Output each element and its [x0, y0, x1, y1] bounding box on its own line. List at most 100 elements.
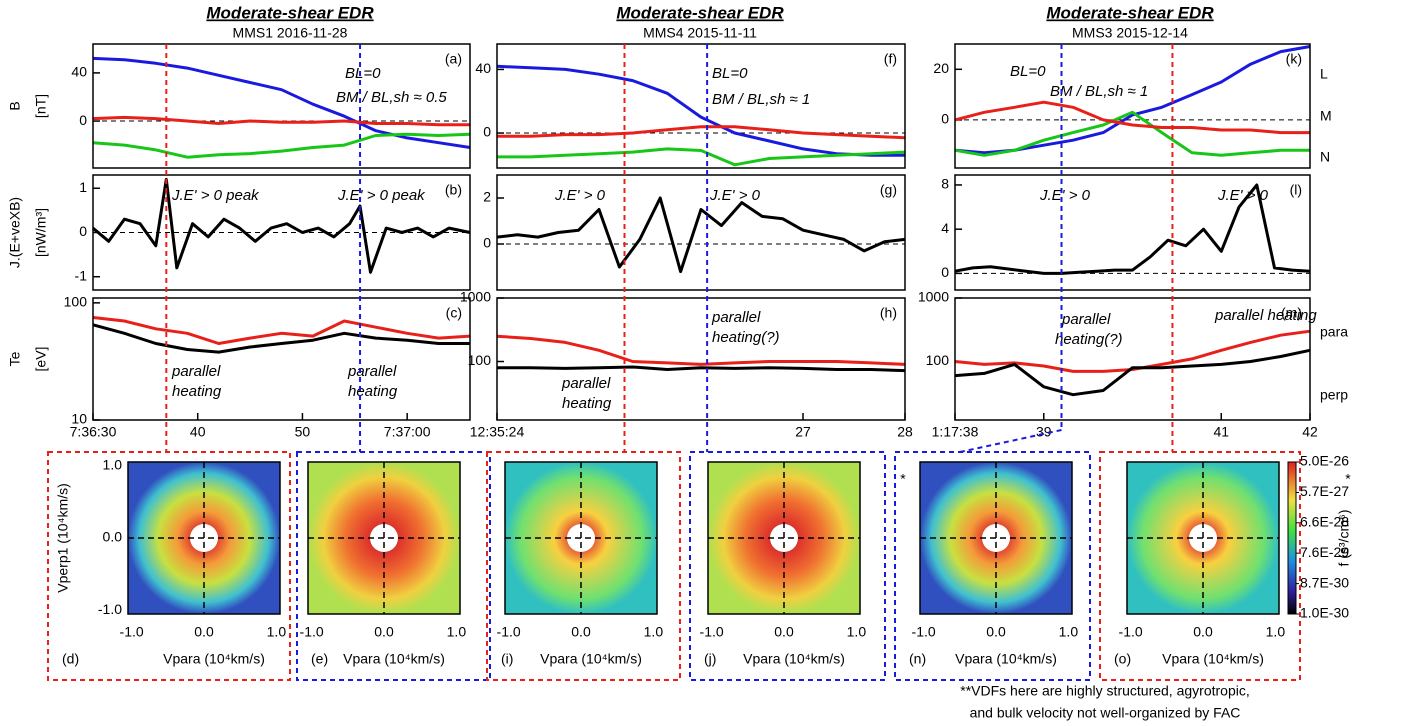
footnote: and bulk velocity not well-organized by … [970, 705, 1241, 721]
y-tick-label: 2 [483, 189, 491, 205]
series-line [92, 177, 471, 274]
series-line [954, 110, 1310, 157]
vdf-x-tick-label: 1.0 [1059, 624, 1079, 640]
column-subtitle: MMS1 2016-11-28 [233, 25, 348, 41]
plot-frame [496, 297, 906, 421]
series-line [92, 115, 470, 127]
panel-label: (g) [880, 182, 897, 198]
series-line [496, 334, 906, 366]
series-line [497, 147, 906, 167]
note-mark: * [900, 471, 906, 487]
vdf-panel-label: (j) [704, 651, 716, 667]
vdf-panel-label: (d) [62, 651, 79, 667]
column-title: Moderate-shear EDR [1046, 3, 1214, 22]
colorbar-tick-label: 6.6E-28 [1300, 513, 1349, 529]
annotation: parallel [171, 363, 221, 380]
plot-frame [954, 174, 1311, 291]
column-subtitle: MMS3 2015-12-14 [1072, 25, 1188, 41]
annotation: parallel heating [1214, 307, 1317, 324]
row-unit: [nW/m³] [33, 208, 49, 257]
x-tick-label: 50 [295, 424, 311, 440]
vdf-x-tick-label: 1.0 [847, 624, 867, 640]
vdf-ylabel: Vperp1 (10⁴km/s) [55, 483, 71, 593]
vdf-x-tick-label: -1.0 [700, 624, 724, 640]
colorbar-label: f (s³/cm⁶) [1336, 509, 1352, 566]
y-tick-label: 20 [933, 60, 949, 76]
vdf-x-tick-label: 0.0 [374, 624, 394, 640]
annotation: BM / BL,sh ≈ 1 [1050, 83, 1148, 100]
y-tick-label: 1 [79, 179, 87, 195]
colorbar-tick-label: 8.7E-30 [1300, 574, 1349, 590]
vdf-box [1099, 451, 1301, 681]
y-tick-label: 0 [483, 124, 491, 140]
y-tick-label: -1 [75, 267, 88, 283]
vdf-frame [1126, 461, 1280, 615]
series-line [497, 365, 906, 373]
vdf-frame [307, 461, 461, 615]
colorbar [1287, 461, 1297, 615]
annotation: parallel [1061, 311, 1111, 328]
legend-entry: L [1320, 66, 1328, 82]
legend-entry: N [1320, 149, 1330, 165]
colorbar-tick-label: 1.0E-30 [1300, 605, 1349, 621]
series-line [954, 348, 1311, 397]
vdf-frame [504, 461, 658, 615]
x-tick-label: 27 [795, 424, 811, 440]
panel-label: (f) [884, 51, 897, 67]
row-unit: [eV] [33, 347, 49, 372]
vdf-x-tick-label: 1.0 [644, 624, 664, 640]
note-mark: * [1345, 471, 1351, 487]
annotation: parallel [711, 309, 761, 326]
vdf-box [486, 451, 681, 681]
panel-label: (b) [445, 182, 462, 198]
annotation: J.E' > 0 [709, 187, 761, 204]
vdf-x-tick-label: 0.0 [194, 624, 214, 640]
vdf-x-tick-label: 1.0 [447, 624, 467, 640]
panel-label: (a) [445, 51, 462, 67]
vdf-x-tick-label: -1.0 [120, 624, 144, 640]
vdf-xlabel: Vpara (10⁴km/s) [955, 651, 1057, 667]
y-tick-label: 0 [483, 235, 491, 251]
vdf-x-tick-label: -1.0 [912, 624, 936, 640]
annotation: BL=0 [345, 65, 381, 82]
series-line [92, 316, 471, 345]
colorbar-tick-label: 5.0E-26 [1300, 453, 1349, 469]
series-line [92, 323, 470, 354]
vdf-x-tick-label: 0.0 [571, 624, 591, 640]
column-subtitle: MMS4 2015-11-11 [643, 25, 757, 41]
vdf-y-tick-label: 1.0 [103, 456, 123, 472]
column-title: Moderate-shear EDR [206, 3, 374, 22]
vdf-xlabel: Vpara (10⁴km/s) [343, 651, 445, 667]
vdf-box [894, 451, 1091, 681]
plot-frame [92, 297, 471, 421]
vdf-frame [707, 461, 861, 615]
vdf-xlabel: Vpara (10⁴km/s) [1162, 651, 1264, 667]
vdf-x-tick-label: 0.0 [774, 624, 794, 640]
y-tick-label: 0 [941, 264, 949, 280]
plot-frame [954, 43, 1311, 169]
panel-label: (c) [446, 305, 462, 321]
y-tick-label: 100 [926, 352, 950, 368]
series-line [496, 196, 906, 274]
vdf-xlabel: Vpara (10⁴km/s) [743, 651, 845, 667]
plot-frame [496, 43, 906, 169]
series-line [954, 100, 1310, 135]
annotation: J.E' > 0 peak [337, 187, 426, 204]
y-tick-label: 0 [79, 112, 87, 128]
vdf-x-tick-label: 1.0 [267, 624, 287, 640]
annotation: BL=0 [712, 65, 748, 82]
x-tick-label: 7:36:30 [70, 424, 117, 440]
legend-entry: M [1320, 108, 1332, 124]
annotation: J.E' > 0 [1217, 187, 1269, 204]
series-line [497, 125, 906, 140]
vdf-panel-label: (o) [1114, 651, 1131, 667]
annotation: BM / BL,sh ≈ 0.5 [336, 89, 447, 106]
vdf-box [296, 451, 491, 681]
series-line [92, 56, 471, 149]
vdf-x-tick-label: 0.0 [986, 624, 1006, 640]
legend-entry: perp [1320, 387, 1348, 403]
annotation: heating [562, 395, 612, 412]
x-tick-label: 7:37:00 [384, 424, 431, 440]
vdf-x-tick-label: -1.0 [300, 624, 324, 640]
